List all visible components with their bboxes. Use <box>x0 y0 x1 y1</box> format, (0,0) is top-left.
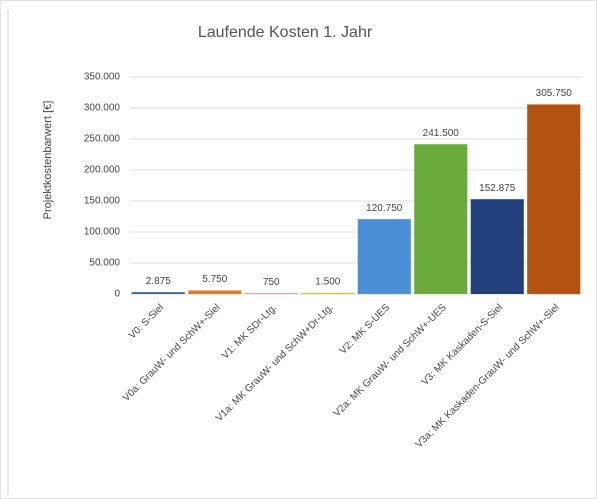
y-axis-label: Projektkostenbarwert [€] <box>42 101 54 220</box>
y-tick-label: 100.000 <box>84 227 121 238</box>
y-tick-label: 150.000 <box>84 196 121 207</box>
value-label: 120.750 <box>366 203 403 214</box>
y-tick-label: 50.000 <box>89 258 120 269</box>
value-label: 750 <box>263 277 280 288</box>
y-tick-label: 300.000 <box>84 103 121 114</box>
value-label: 2.875 <box>146 276 171 287</box>
y-tick-label: 200.000 <box>84 165 121 176</box>
bar <box>414 144 468 294</box>
y-tick-label: 250.000 <box>84 134 121 145</box>
bar <box>188 290 242 294</box>
bar <box>301 293 355 294</box>
value-label: 305.750 <box>536 88 573 99</box>
y-tick-label: 350.000 <box>84 72 121 83</box>
value-label: 1.500 <box>315 277 340 288</box>
bar <box>470 199 524 294</box>
y-tick-label: 0 <box>114 289 120 300</box>
value-label: 152.875 <box>479 183 516 194</box>
bar <box>357 219 411 294</box>
chart-title: Laufende Kosten 1. Jahr <box>198 24 373 41</box>
bar <box>131 292 185 294</box>
bar <box>527 104 581 294</box>
value-label: 5.750 <box>202 274 227 285</box>
value-label: 241.500 <box>423 128 460 139</box>
